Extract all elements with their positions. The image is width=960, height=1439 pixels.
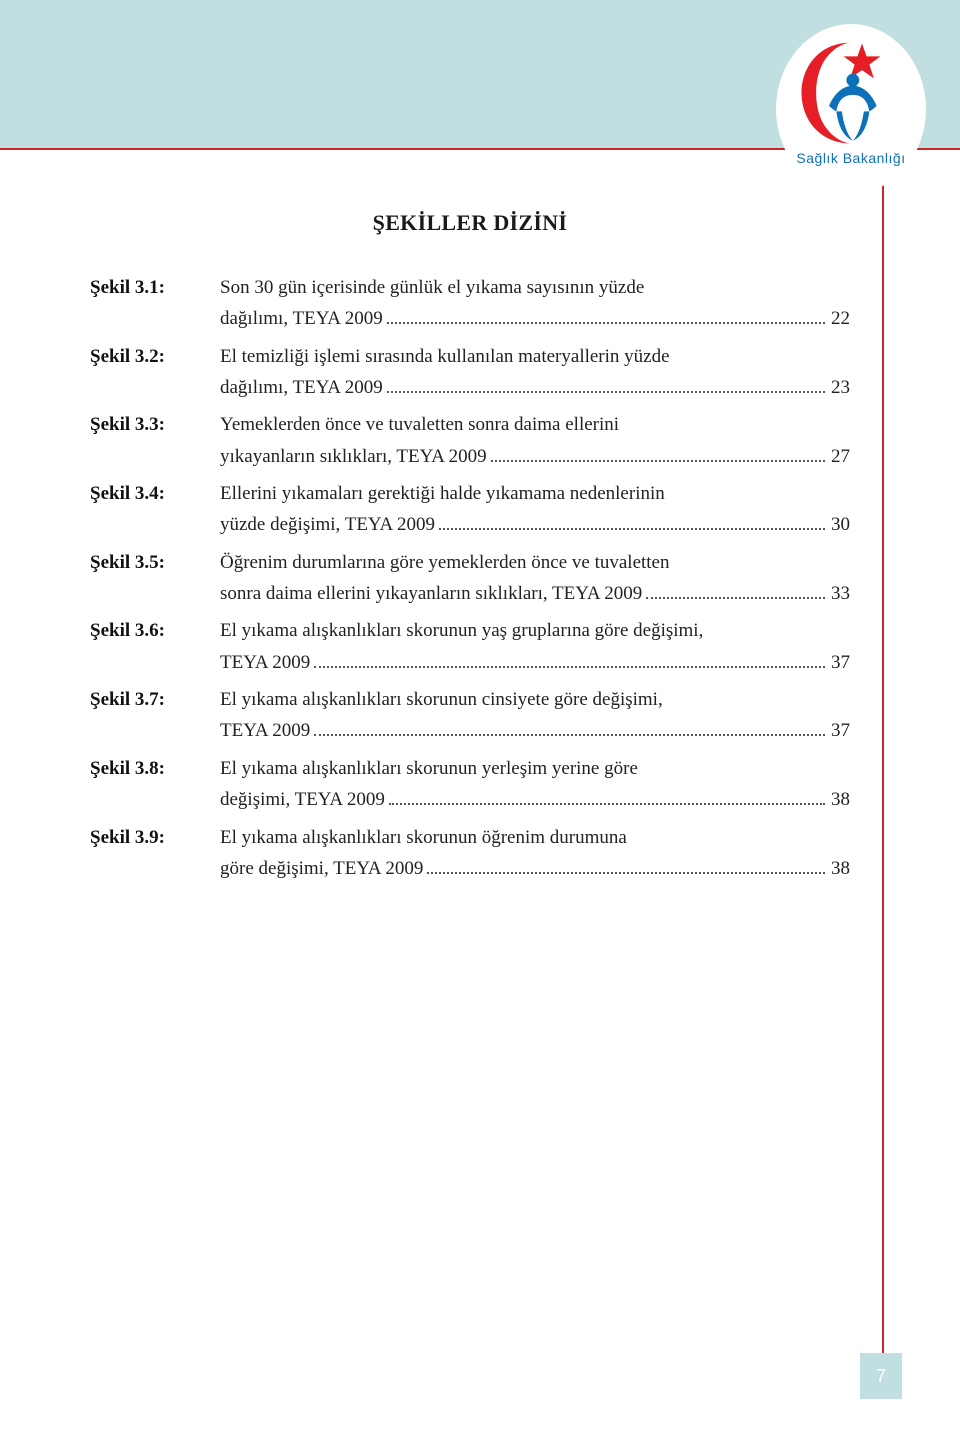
toc-page-number: 37 [831, 647, 850, 678]
toc-label: Şekil 3.7: [90, 684, 220, 715]
logo-badge: Sağlık Bakanlığı [776, 24, 926, 194]
toc-last-line: sonra daima ellerini yıkayanların sıklık… [220, 578, 850, 609]
toc-page-number: 30 [831, 509, 850, 540]
right-rule [882, 150, 884, 1359]
toc-entry: Şekil 3.1:Son 30 gün içerisinde günlük e… [90, 272, 850, 335]
toc-text-line: El temizliği işlemi sırasında kullanılan… [220, 341, 850, 372]
page-number-box: 7 [860, 1353, 902, 1399]
toc-page-number: 22 [831, 303, 850, 334]
toc-body: Ellerini yıkamaları gerektiği halde yıka… [220, 478, 850, 541]
toc-entry: Şekil 3.8:El yıkama alışkanlıkları skoru… [90, 753, 850, 816]
toc-last-line: TEYA 200937 [220, 715, 850, 746]
toc-text-line: Öğrenim durumlarına göre yemeklerden önc… [220, 547, 850, 578]
toc-leader [389, 788, 825, 805]
toc-body: Öğrenim durumlarına göre yemeklerden önc… [220, 547, 850, 610]
toc-page-number: 37 [831, 715, 850, 746]
toc-text-line: El yıkama alışkanlıkları skorunun cinsiy… [220, 684, 850, 715]
toc-text-line: El yıkama alışkanlıkları skorunun öğreni… [220, 822, 850, 853]
toc-text-line: Son 30 gün içerisinde günlük el yıkama s… [220, 272, 850, 303]
toc-body: El yıkama alışkanlıkları skorunun yaş gr… [220, 615, 850, 678]
toc-label: Şekil 3.8: [90, 753, 220, 784]
page-title: ŞEKİLLER DİZİNİ [90, 210, 850, 236]
toc-label: Şekil 3.4: [90, 478, 220, 509]
toc-body: Son 30 gün içerisinde günlük el yıkama s… [220, 272, 850, 335]
toc-leader [491, 445, 825, 462]
toc-body: El yıkama alışkanlıkları skorunun yerleş… [220, 753, 850, 816]
toc-page-number: 38 [831, 784, 850, 815]
toc-last-line: dağılımı, TEYA 200922 [220, 303, 850, 334]
toc-last-line: göre değişimi, TEYA 200938 [220, 853, 850, 884]
toc-leader [387, 376, 825, 393]
toc-leader [314, 651, 825, 668]
toc-entry: Şekil 3.7:El yıkama alışkanlıkları skoru… [90, 684, 850, 747]
toc-last-line: yüzde değişimi, TEYA 200930 [220, 509, 850, 540]
toc-last-line: yıkayanların sıklıkları, TEYA 200927 [220, 441, 850, 472]
toc-label: Şekil 3.1: [90, 272, 220, 303]
toc-leader [439, 513, 825, 530]
toc-label: Şekil 3.2: [90, 341, 220, 372]
toc-entry: Şekil 3.4:Ellerini yıkamaları gerektiği … [90, 478, 850, 541]
toc-text-line: El yıkama alışkanlıkları skorunun yerleş… [220, 753, 850, 784]
toc-last-line: dağılımı, TEYA 200923 [220, 372, 850, 403]
toc-body: Yemeklerden önce ve tuvaletten sonra dai… [220, 409, 850, 472]
toc-leader [314, 719, 825, 736]
toc-entry: Şekil 3.9:El yıkama alışkanlıkları skoru… [90, 822, 850, 885]
toc-body: El temizliği işlemi sırasında kullanılan… [220, 341, 850, 404]
toc-text-line: Yemeklerden önce ve tuvaletten sonra dai… [220, 409, 850, 440]
logo-text: Sağlık Bakanlığı [796, 150, 905, 166]
toc-leader [387, 307, 825, 324]
toc-entry: Şekil 3.6:El yıkama alışkanlıkları skoru… [90, 615, 850, 678]
table-of-contents: Şekil 3.1:Son 30 gün içerisinde günlük e… [90, 272, 850, 884]
toc-entry: Şekil 3.2:El temizliği işlemi sırasında … [90, 341, 850, 404]
toc-page-number: 33 [831, 578, 850, 609]
ministry-logo-icon [796, 38, 906, 148]
toc-last-line: değişimi, TEYA 200938 [220, 784, 850, 815]
toc-leader [427, 857, 825, 874]
toc-label: Şekil 3.3: [90, 409, 220, 440]
toc-page-number: 23 [831, 372, 850, 403]
toc-body: El yıkama alışkanlıkları skorunun cinsiy… [220, 684, 850, 747]
content-area: ŞEKİLLER DİZİNİ Şekil 3.1:Son 30 gün içe… [90, 210, 850, 890]
toc-page-number: 27 [831, 441, 850, 472]
page-number: 7 [876, 1366, 886, 1387]
toc-entry: Şekil 3.5:Öğrenim durumlarına göre yemek… [90, 547, 850, 610]
toc-last-line: TEYA 200937 [220, 647, 850, 678]
toc-entry: Şekil 3.3:Yemeklerden önce ve tuvaletten… [90, 409, 850, 472]
toc-label: Şekil 3.6: [90, 615, 220, 646]
toc-body: El yıkama alışkanlıkları skorunun öğreni… [220, 822, 850, 885]
toc-text-line: El yıkama alışkanlıkları skorunun yaş gr… [220, 615, 850, 646]
toc-leader [646, 582, 825, 599]
toc-text-line: Ellerini yıkamaları gerektiği halde yıka… [220, 478, 850, 509]
toc-label: Şekil 3.9: [90, 822, 220, 853]
toc-page-number: 38 [831, 853, 850, 884]
toc-label: Şekil 3.5: [90, 547, 220, 578]
